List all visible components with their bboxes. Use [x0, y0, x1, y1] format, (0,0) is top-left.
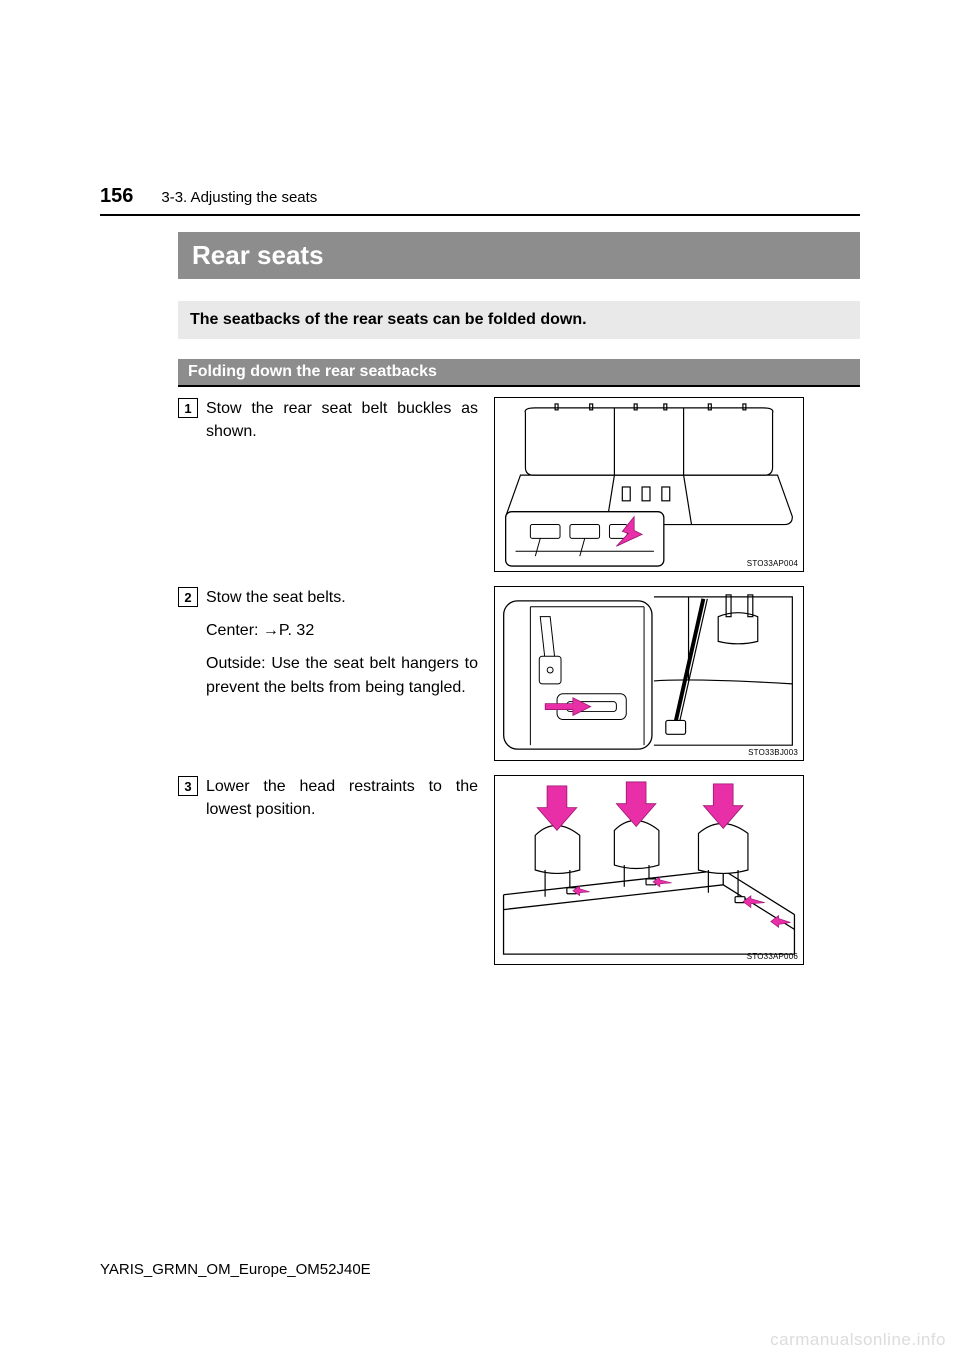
- step-2: 2 Stow the seat belts. Center: →P. 32 Ou…: [178, 586, 860, 761]
- step-line: Lower the head restraints to the lowest …: [206, 775, 478, 821]
- step-line: Outside: Use the seat belt hangers to pr…: [206, 652, 478, 698]
- page-header: 156 3-3. Adjusting the seats: [100, 185, 860, 208]
- header-rule: [100, 214, 860, 216]
- step-line: Stow the rear seat belt buckles as shown…: [206, 397, 478, 443]
- intro-box: The seatbacks of the rear seats can be f…: [178, 301, 860, 339]
- page-title: Rear seats: [178, 232, 860, 279]
- content-area: Rear seats The seatbacks of the rear sea…: [100, 232, 860, 965]
- figure-code: STO33AP004: [747, 559, 798, 568]
- figure-belt-hanger: STO33BJ003: [494, 586, 804, 761]
- figure-seat-buckles: STO33AP004: [494, 397, 804, 572]
- figure-code: STO33AP006: [747, 952, 798, 961]
- step-1: 1 Stow the rear seat belt buckles as sho…: [178, 397, 860, 572]
- figure-code: STO33BJ003: [748, 748, 798, 757]
- subheading: Folding down the rear seatbacks: [178, 359, 860, 387]
- step-text: Stow the rear seat belt buckles as shown…: [206, 397, 478, 453]
- footer-code: YARIS_GRMN_OM_Europe_OM52J40E: [100, 1261, 371, 1278]
- page-number: 156: [100, 185, 133, 208]
- watermark: carmanualsonline.info: [770, 1330, 946, 1350]
- step-number-icon: 3: [178, 776, 198, 796]
- section-path: 3-3. Adjusting the seats: [161, 189, 317, 206]
- step-3: 3 Lower the head restraints to the lowes…: [178, 775, 860, 965]
- step-line: Stow the seat belts.: [206, 586, 478, 609]
- figure-headrests: STO33AP006: [494, 775, 804, 965]
- step-text: Lower the head restraints to the lowest …: [206, 775, 478, 831]
- step-line: Center: →P. 32: [206, 619, 478, 642]
- step-number-icon: 1: [178, 398, 198, 418]
- step-text: Stow the seat belts. Center: →P. 32 Outs…: [206, 586, 478, 709]
- step-number-icon: 2: [178, 587, 198, 607]
